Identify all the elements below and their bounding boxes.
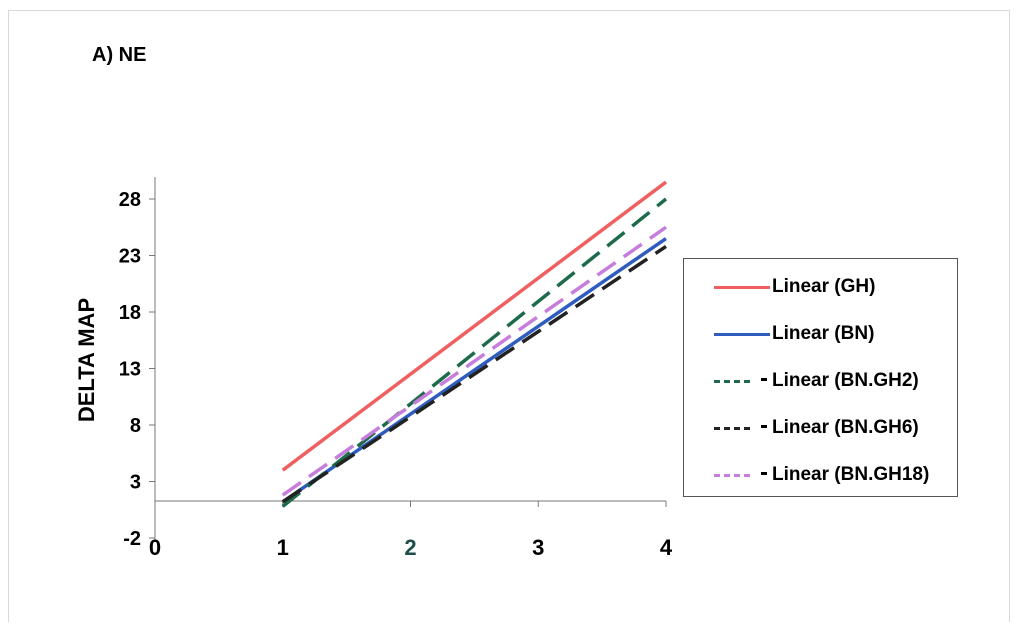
- legend-label: Linear (BN): [772, 323, 875, 344]
- legend-swatch: [714, 286, 770, 289]
- x-tick-label: 0: [149, 535, 161, 560]
- chart-frame: [8, 10, 1010, 622]
- legend-dash-mark: [761, 378, 767, 381]
- legend-label: Linear (BN.GH6): [772, 417, 919, 438]
- x-tick-label: 3: [532, 535, 544, 560]
- series-line: [281, 245, 667, 504]
- legend-label: Linear (GH): [772, 276, 876, 297]
- legend-label: Linear (BN.GH18): [772, 464, 930, 485]
- panel-label: A) NE: [92, 44, 147, 66]
- legend-dash-mark: [761, 472, 767, 475]
- y-tick-label: 23: [119, 246, 141, 268]
- legend-swatch: [714, 474, 750, 477]
- legend-item: Linear (BN.GH6): [684, 414, 957, 442]
- legend-item: Linear (BN.GH2): [684, 367, 957, 395]
- legend-dash-mark: [761, 425, 767, 428]
- y-tick-label: -2: [123, 528, 141, 550]
- y-tick-label: 18: [119, 302, 141, 324]
- y-tick-label: 13: [119, 359, 141, 381]
- legend-label: Linear (BN.GH2): [772, 370, 919, 391]
- y-tick-label: 3: [130, 472, 141, 494]
- y-tick-label: 8: [130, 415, 141, 437]
- legend-swatch: [714, 427, 750, 430]
- legend-item: Linear (BN.GH18): [684, 461, 957, 489]
- series-line: [281, 180, 668, 472]
- legend-swatch: [714, 380, 750, 383]
- series-line: [281, 225, 668, 497]
- legend-item: Linear (BN): [684, 320, 957, 348]
- x-tick-label: 4: [660, 535, 673, 560]
- y-axis-title: DELTA MAP: [74, 298, 99, 422]
- y-tick-label: 28: [119, 189, 141, 211]
- x-tick-label: 2: [404, 535, 416, 560]
- x-tick-label: 1: [277, 535, 289, 560]
- legend-item: Linear (GH): [684, 273, 957, 301]
- legend-swatch: [714, 333, 770, 336]
- series-line: [281, 197, 668, 508]
- legend: Linear (GH) Linear (BN) Linear (BN.GH2) Lin…: [683, 258, 958, 497]
